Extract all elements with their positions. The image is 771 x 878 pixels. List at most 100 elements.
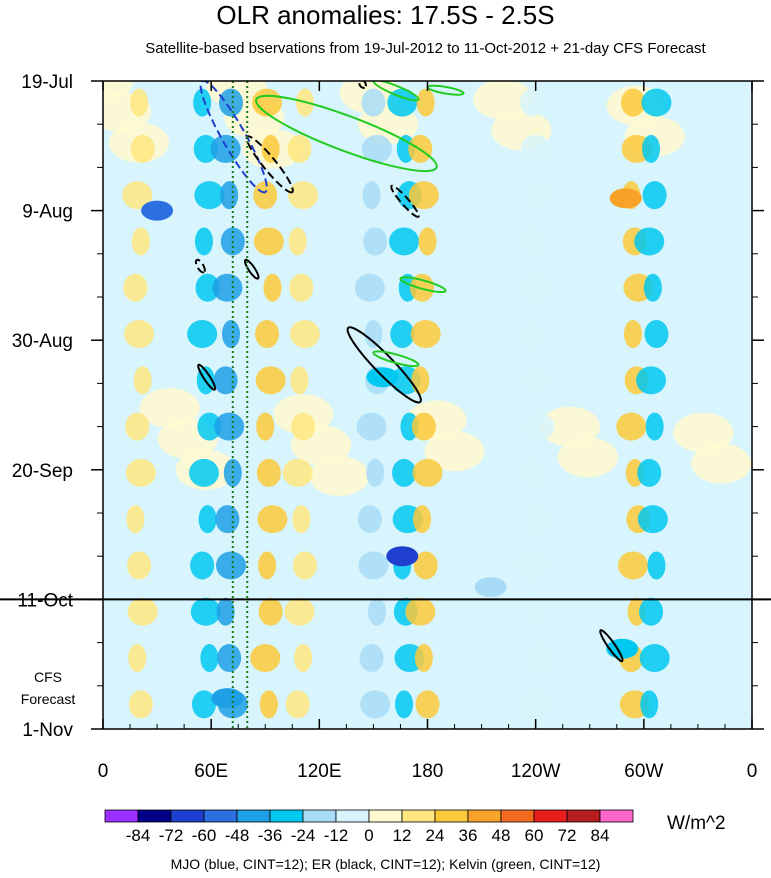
heatmap-band-cell (289, 273, 314, 302)
heatmap-band-cell (217, 644, 242, 673)
heatmap-band-cell (190, 551, 215, 580)
heatmap-band-cell (414, 644, 433, 673)
heatmap-band-cell (521, 227, 546, 256)
y-tick-label: 19-Jul (21, 72, 73, 93)
heatmap-band-cell (221, 320, 240, 349)
heatmap-band-cell (405, 597, 436, 626)
heatmap-band-cell (198, 505, 217, 534)
colorbar-swatch (566, 809, 601, 823)
heatmap-patch (309, 455, 370, 496)
colorbar-label: 60 (525, 826, 544, 845)
colorbar-swatch (236, 809, 271, 823)
colorbar-swatch (335, 809, 370, 823)
x-tick-label: 120E (297, 761, 341, 782)
heatmap-band-cell (522, 273, 553, 302)
colorbar-swatch (368, 809, 403, 823)
heatmap-band-cell (127, 597, 158, 626)
heatmap-band-cell (291, 412, 316, 441)
heatmap-band-cell (354, 273, 385, 302)
x-tick-label: 0 (747, 761, 758, 782)
contour-legend-caption: MJO (blue, CINT=12); ER (black, CINT=12)… (170, 856, 601, 872)
x-tick-label: 0 (98, 761, 109, 782)
heatmap-band-cell (526, 597, 545, 626)
heatmap-band-cell (644, 320, 669, 349)
colorbar-swatch (533, 809, 568, 823)
heatmap-band-cell (213, 366, 238, 395)
contour-kelvin (372, 350, 420, 368)
colorbar-swatch (467, 809, 502, 823)
heatmap-band-cell (125, 412, 150, 441)
heatmap-blob (609, 188, 642, 209)
heatmap-band-cell (616, 412, 647, 441)
heatmap-band-cell (210, 134, 241, 163)
contour-er (197, 363, 217, 391)
heatmap-band-cell (125, 458, 156, 487)
colorbar-swatch (599, 809, 634, 823)
y-tick-label: 11-Oct (17, 590, 73, 611)
colorbar-swatch (203, 809, 238, 823)
heatmap-band-cell (130, 88, 149, 117)
heatmap-patch (424, 431, 485, 472)
colorbar-label: 84 (591, 826, 610, 845)
contour-kelvin (255, 94, 438, 173)
contour-kelvin (399, 276, 447, 294)
heatmap-band-cell (639, 644, 670, 673)
heatmap-band-cell (122, 181, 153, 210)
heatmap-band-cell (357, 505, 382, 534)
heatmap-blob (474, 577, 507, 598)
y-tick-label: 9-Aug (22, 202, 73, 223)
heatmap-band-cell (520, 88, 545, 117)
heatmap-band-cell (194, 227, 213, 256)
heatmap-band-cell (642, 134, 661, 163)
heatmap-band-cell (292, 551, 317, 580)
heatmap-band-cell (193, 134, 218, 163)
heatmap-band-cell (389, 227, 420, 256)
heatmap-band-cell (392, 458, 417, 487)
forecast-label: CFS Forecast (20, 669, 76, 707)
heatmap-band-cell (188, 458, 219, 487)
colorbar-units: W/m^2 (667, 813, 726, 834)
heatmap-band-cell (194, 181, 225, 210)
heatmap-band-cell (624, 320, 643, 349)
contour-kelvin (372, 81, 420, 102)
heatmap-band-cell (643, 273, 662, 302)
heatmap-band-cell (215, 505, 240, 534)
colorbar-swatch (500, 809, 535, 823)
heatmap-patch (539, 406, 600, 447)
heatmap-blob (211, 688, 244, 709)
heatmap-band-cell (530, 181, 549, 210)
heatmap-band-cell (524, 412, 555, 441)
heatmap-band-cell (292, 505, 311, 534)
heatmap-patch (557, 437, 618, 478)
contour-er (346, 326, 422, 404)
contour-er (243, 258, 260, 280)
chart-subtitle: Satellite-based bservations from 19-Jul-… (145, 40, 706, 57)
heatmap-band-cell (285, 690, 310, 719)
heatmap-band-cell (287, 134, 312, 163)
heatmap-band-cell (253, 181, 278, 210)
heatmap-band-cell (282, 458, 313, 487)
heatmap-band-cell (258, 597, 283, 626)
heatmap-band-cell (216, 597, 235, 626)
heatmap-band-cell (408, 181, 439, 210)
heatmap-band-cell (258, 551, 277, 580)
heatmap-band-cell (289, 320, 320, 349)
colorbar-label: 48 (492, 826, 511, 845)
heatmap-band-cell (418, 227, 437, 256)
heatmap-band-cell (523, 320, 542, 349)
heatmap-band-cell (218, 88, 243, 117)
heatmap-patch (473, 81, 534, 120)
heatmap-band-cell (131, 227, 150, 256)
heatmap-band-cell (255, 320, 280, 349)
heatmap-band-cell (360, 690, 391, 719)
colorbar-label: 24 (426, 826, 445, 845)
heatmap-band-cell (621, 88, 646, 117)
heatmap-band-cell (127, 551, 152, 580)
heatmap-band-cell (290, 366, 309, 395)
contour-er (194, 258, 206, 274)
colorbar-label: -72 (159, 826, 184, 845)
colorbar-label: 36 (459, 826, 478, 845)
colorbar-label: -84 (126, 826, 151, 845)
heatmap-band-cell (517, 551, 548, 580)
x-tick-label: 60E (194, 761, 228, 782)
